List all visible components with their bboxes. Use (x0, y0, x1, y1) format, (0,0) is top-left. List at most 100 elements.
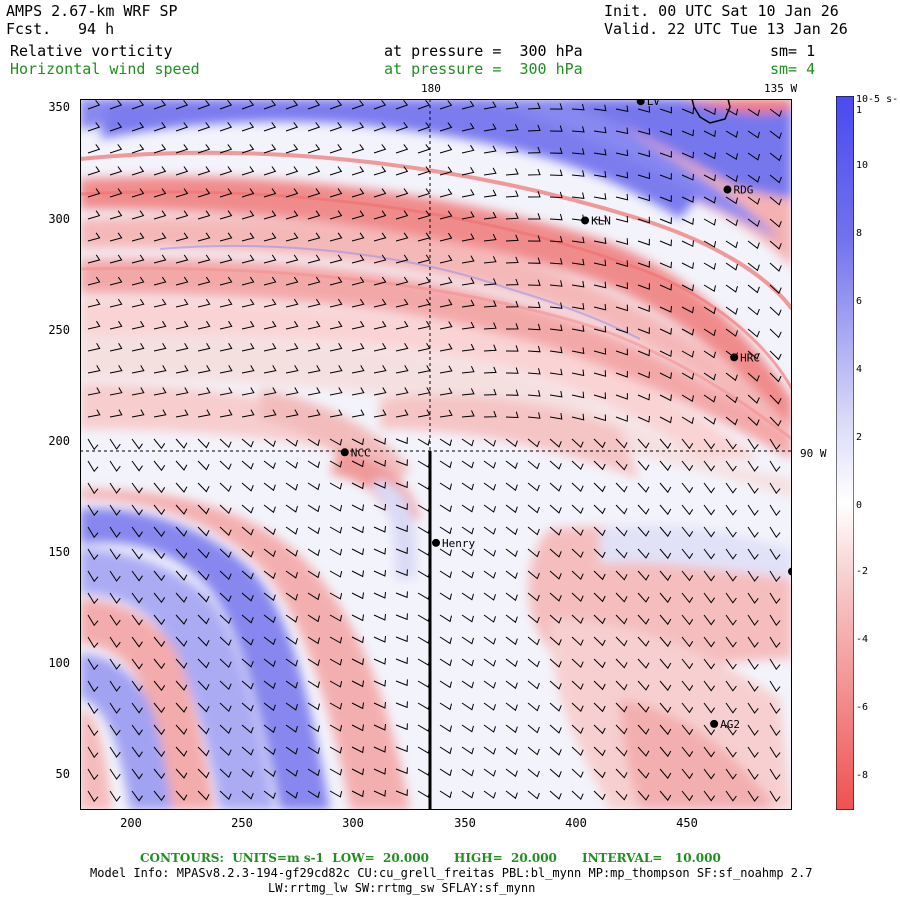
wind-barb (703, 240, 717, 248)
vorticity-colorbar (836, 96, 854, 810)
wind-barb (241, 166, 255, 176)
wind-barb (87, 438, 99, 451)
wind-barb (549, 526, 562, 536)
wind-barb (527, 102, 541, 110)
wind-barb (241, 365, 255, 374)
wind-barb (175, 702, 188, 713)
wind-barb (87, 482, 99, 495)
wind-barb (637, 482, 650, 493)
wind-barb (175, 365, 189, 374)
wind-barb (439, 724, 452, 733)
wind-barb (219, 298, 233, 308)
wind-barb (131, 320, 145, 330)
wind-barb (637, 570, 650, 581)
wind-barb (549, 302, 563, 309)
wind-barb (769, 702, 781, 715)
wind-barb (329, 232, 343, 242)
wind-barb (659, 372, 672, 380)
wind-barb (175, 636, 188, 647)
wind-barb (527, 168, 541, 176)
wind-barb (153, 188, 167, 198)
wind-barb (307, 460, 320, 469)
wind-barb (527, 482, 540, 492)
wind-barb (747, 592, 759, 604)
wind-barb (307, 166, 321, 176)
wind-barb (725, 196, 738, 205)
wind-barb (769, 460, 781, 473)
wind-barb (329, 570, 343, 578)
wind-barb (307, 254, 321, 264)
wind-barb (263, 254, 277, 264)
wind-barb (307, 680, 320, 689)
wind-barb (87, 122, 101, 132)
wind-barb (505, 460, 518, 470)
wind-barb (263, 387, 277, 396)
wind-barb (285, 438, 298, 447)
plot-frame (80, 99, 792, 810)
wind-barb (197, 409, 211, 418)
wind-barb (351, 144, 365, 154)
wind-barb (131, 387, 145, 396)
wind-barb (351, 702, 364, 710)
wind-barb (571, 570, 584, 581)
wind-barb (241, 320, 255, 330)
wind-barb (483, 233, 497, 242)
wind-barb (373, 701, 386, 709)
wind-barb (131, 166, 145, 176)
wind-barb (461, 365, 475, 374)
wind-barb (461, 636, 474, 645)
wind-barb (725, 328, 738, 337)
wind-barb (505, 724, 518, 734)
wind-barb (285, 188, 299, 198)
wind-barb (681, 129, 694, 137)
wind-barb (109, 790, 121, 802)
wind-barb (285, 343, 299, 352)
wind-barb (307, 438, 320, 447)
field1-smoothing: sm= 1 (770, 42, 816, 60)
wind-barb (461, 680, 474, 689)
wind-barb (439, 702, 452, 711)
wind-barb (571, 724, 584, 735)
wind-barb (769, 636, 781, 649)
wind-barb (659, 636, 672, 648)
wind-barb (87, 460, 99, 473)
wind-barb (285, 144, 299, 154)
wind-barb (197, 658, 210, 669)
wind-barb (285, 99, 299, 110)
wind-barb (109, 768, 121, 780)
wind-barb (153, 99, 167, 110)
wind-barb (637, 504, 650, 515)
wind-barb (175, 276, 189, 286)
wind-barb (681, 460, 694, 472)
wind-barb (703, 504, 716, 516)
wind-barb (681, 680, 694, 692)
wind-barb (681, 658, 694, 670)
wind-barb (131, 276, 145, 286)
wind-barb (439, 614, 452, 623)
wind-barb (571, 303, 585, 310)
wind-barb (395, 745, 408, 753)
physics-info: LW:rrtmg_lw SW:rrtmg_sw SFLAY:sf_mynn (268, 881, 536, 895)
wind-barb (87, 276, 101, 286)
wind-barb (87, 680, 99, 693)
wind-barb (461, 343, 475, 352)
wind-barb (153, 658, 166, 670)
wind-barb (769, 614, 781, 627)
wind-barb (241, 99, 255, 110)
wind-barb (307, 526, 320, 535)
wind-barb (483, 322, 497, 330)
wind-barb (593, 724, 606, 735)
wind-barb (637, 592, 650, 603)
wind-barb (175, 768, 188, 779)
wind-barb (769, 174, 782, 184)
colorbar-label: 10 (856, 160, 869, 171)
wind-barb (153, 438, 166, 450)
wind-barb (549, 368, 563, 376)
wind-barb (637, 238, 650, 246)
wind-barb (285, 592, 298, 601)
wind-barb (769, 262, 782, 272)
wind-barb (681, 284, 694, 292)
wind-barb (351, 166, 365, 176)
wind-barb (725, 218, 738, 227)
wind-barb (703, 790, 716, 802)
